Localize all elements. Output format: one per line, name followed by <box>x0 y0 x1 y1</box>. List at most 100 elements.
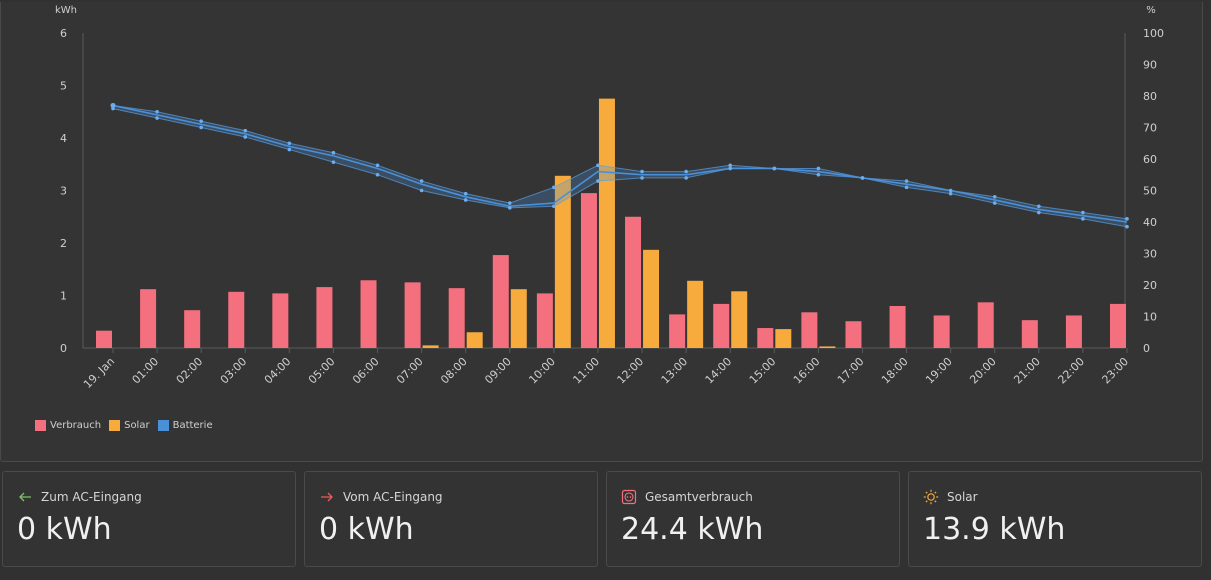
legend-swatch-solar <box>109 420 121 431</box>
battery-upper-point <box>375 163 380 168</box>
battery-upper-point <box>1125 217 1129 221</box>
bar-verbrauch <box>580 193 597 348</box>
battery-lower-point <box>860 176 865 180</box>
battery-upper-point <box>155 109 159 114</box>
chart-legend: Verbrauch Solar Batterie <box>35 420 213 431</box>
card-zum-ac-eingang: Zum AC-Eingang 0 kWh <box>2 471 296 567</box>
bar-verbrauch <box>801 312 818 348</box>
battery-lower-point <box>552 204 556 209</box>
battery-upper-point <box>287 141 292 146</box>
bar-solar <box>775 329 792 348</box>
bar-verbrauch <box>492 255 509 348</box>
battery-lower-point <box>1081 217 1085 221</box>
x-tick-label: 18:00 <box>879 355 911 387</box>
bar-solar <box>731 291 748 348</box>
bar-solar <box>819 346 836 348</box>
battery-upper-point <box>904 179 909 183</box>
battery-upper-point <box>992 195 997 199</box>
bar-verbrauch <box>316 287 333 348</box>
bar-solar <box>554 175 571 348</box>
bar-verbrauch <box>889 306 906 348</box>
battery-lower-point <box>1125 224 1129 229</box>
right-axis-unit: % <box>1146 5 1156 16</box>
bar-verbrauch <box>1065 315 1082 348</box>
right-tick-label: 0 <box>1143 342 1150 355</box>
legend-item-batterie[interactable]: Batterie <box>157 420 213 431</box>
battery-lower-point <box>1037 210 1041 215</box>
x-tick-label: 14:00 <box>703 355 735 387</box>
battery-upper-point <box>1081 210 1085 215</box>
x-tick-label: 11:00 <box>570 355 602 387</box>
x-tick-label: 17:00 <box>835 355 867 387</box>
battery-upper-point <box>243 128 248 133</box>
chart-panel: kWh% 0 1 2 3 4 5 6 0 10 20 30 40 50 60 70 80 90 100 19. Jan… <box>0 2 1203 462</box>
right-tick-label: 10 <box>1143 311 1157 324</box>
bar-verbrauch <box>360 280 377 348</box>
bar-solar <box>510 289 527 348</box>
card-label: Gesamtverbrauch <box>645 490 753 504</box>
x-tick-label: 20:00 <box>967 355 999 387</box>
card-value: 13.9 kWh <box>923 512 1066 547</box>
card-label: Vom AC-Eingang <box>343 490 443 504</box>
card-label: Zum AC-Eingang <box>41 490 142 504</box>
battery-lower-point <box>948 191 953 196</box>
battery-lower-point <box>331 160 336 164</box>
x-tick-label: 08:00 <box>438 355 470 387</box>
battery-upper-point <box>816 166 821 171</box>
left-tick-label: 5 <box>60 80 67 93</box>
card-vom-ac-eingang: Vom AC-Eingang 0 kWh <box>304 471 598 567</box>
legend-label: Solar <box>124 420 150 431</box>
x-tick-label: 10:00 <box>526 355 558 387</box>
bar-verbrauch <box>1110 303 1126 348</box>
x-tick-label: 05:00 <box>306 355 338 387</box>
bar-verbrauch <box>757 328 774 348</box>
card-value: 0 kWh <box>319 512 414 547</box>
left-tick-label: 0 <box>60 342 67 355</box>
battery-upper-point <box>1037 204 1041 209</box>
x-tick-label: 04:00 <box>262 355 294 387</box>
x-tick-label: 01:00 <box>130 355 162 387</box>
right-tick-label: 30 <box>1143 248 1157 261</box>
battery-upper-point <box>552 185 556 190</box>
sun-icon <box>923 489 939 505</box>
legend-label: Batterie <box>172 420 213 431</box>
socket-icon <box>621 489 637 505</box>
x-tick-label: 02:00 <box>174 355 206 387</box>
battery-upper-point <box>463 191 468 196</box>
battery-line <box>112 104 1128 223</box>
battery-range-band <box>113 105 1127 227</box>
right-tick-label: 70 <box>1143 122 1157 135</box>
battery-lower-point <box>816 172 821 177</box>
x-tick-label: 23:00 <box>1100 355 1132 387</box>
battery-lower-line <box>112 108 1128 228</box>
battery-upper-point <box>640 169 644 174</box>
left-axis-unit: kWh <box>55 5 77 16</box>
card-solar: Solar 13.9 kWh <box>908 471 1202 567</box>
battery-upper-line <box>112 104 1128 220</box>
battery-upper-point <box>596 163 600 168</box>
battery-lower-point <box>419 188 424 193</box>
battery-lower-point <box>728 166 733 171</box>
x-tick-label: 03:00 <box>218 355 250 387</box>
x-tick-label: 12:00 <box>615 355 647 387</box>
battery-lower-point <box>992 201 997 205</box>
bar-solar <box>643 249 660 348</box>
battery-lower-point <box>684 176 688 180</box>
card-value: 0 kWh <box>17 512 112 547</box>
legend-item-solar[interactable]: Solar <box>109 420 150 431</box>
battery-lower-point <box>287 147 292 152</box>
battery-lower-point <box>507 206 512 210</box>
bar-verbrauch <box>404 282 421 348</box>
bar-verbrauch <box>272 293 289 348</box>
bar-verbrauch <box>933 315 950 348</box>
x-tick-label: 21:00 <box>1011 355 1043 387</box>
x-tick-label: 09:00 <box>482 355 514 387</box>
bar-solar <box>598 98 615 348</box>
card-value: 24.4 kWh <box>621 512 764 547</box>
battery-lower-point <box>772 166 777 171</box>
right-tick-label: 90 <box>1143 59 1157 72</box>
battery-lower-point <box>375 172 380 177</box>
legend-item-verbrauch[interactable]: Verbrauch <box>35 420 101 431</box>
battery-lower-point <box>596 179 600 183</box>
bar-verbrauch <box>536 293 553 348</box>
